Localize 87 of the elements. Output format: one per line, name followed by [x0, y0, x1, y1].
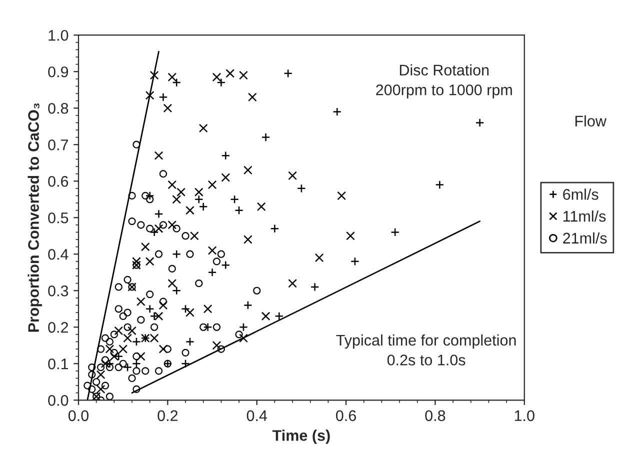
point [154, 312, 164, 321]
point [154, 224, 164, 233]
point [208, 180, 217, 190]
legend-label: 6ml/s [563, 188, 598, 200]
point [150, 70, 159, 80]
point [230, 194, 239, 204]
x-tick-label: 0.6 [336, 410, 356, 422]
y-tick-label: 0.0 [48, 395, 68, 406]
point [145, 90, 154, 100]
point [92, 392, 101, 400]
point [198, 124, 208, 133]
y-tick-label: 0.4 [48, 248, 68, 260]
point [176, 188, 186, 196]
point [297, 184, 306, 193]
point [172, 194, 182, 204]
point [172, 250, 182, 259]
y-tick-label: 0.2 [48, 322, 68, 333]
point [248, 92, 257, 102]
point [132, 256, 141, 266]
legend-label: 11ml/s [563, 210, 606, 222]
point [186, 308, 194, 317]
point [163, 104, 172, 113]
point [288, 171, 297, 180]
y-tick-label: 0.9 [48, 66, 68, 78]
x-tick-label: 0.4 [246, 410, 268, 422]
y-tick-label: 0.5 [48, 212, 68, 224]
point [208, 246, 217, 255]
x-tick-label: 0.8 [425, 410, 446, 422]
point [350, 256, 360, 266]
point [239, 334, 248, 343]
x-tick-label: 1.0 [514, 410, 534, 422]
y-tick-label: 0.8 [48, 102, 68, 114]
annotation: Disc Rotation 200rpm to 1000 rpm [376, 64, 512, 98]
point [145, 256, 154, 266]
point [244, 166, 252, 175]
point [158, 344, 168, 354]
y-tick-label: 0.1 [48, 358, 68, 370]
point [284, 69, 292, 78]
point [96, 370, 106, 380]
x-axis-title: Time (s) [272, 430, 330, 444]
y-tick-label: 1.0 [48, 30, 68, 41]
point [128, 326, 136, 336]
point [239, 322, 248, 332]
point [337, 191, 346, 200]
point [136, 297, 146, 306]
legend-title: Flow [575, 115, 606, 127]
point [181, 304, 190, 314]
point [168, 180, 177, 190]
point [190, 231, 199, 240]
point [310, 282, 320, 292]
point [390, 228, 400, 237]
point [194, 188, 204, 196]
point [234, 206, 244, 215]
point [154, 210, 164, 218]
y-tick-label: 0.7 [48, 139, 68, 150]
y-tick-label: 0.6 [48, 176, 68, 187]
y-axis-title: Proportion Converted to CaCO₃ [28, 103, 42, 332]
point [114, 326, 124, 336]
x-tick-label: 0.2 [158, 410, 178, 422]
point [105, 344, 114, 354]
point [314, 253, 324, 262]
point [186, 206, 194, 215]
point [244, 235, 252, 244]
point [140, 242, 150, 252]
point [96, 384, 106, 394]
point [256, 202, 266, 212]
point [158, 300, 168, 310]
point [239, 70, 248, 80]
point [168, 220, 177, 230]
point [194, 194, 204, 204]
point [226, 69, 235, 78]
point [244, 300, 252, 310]
point [221, 173, 230, 182]
point [288, 278, 297, 288]
x-tick-label: 0.0 [68, 410, 89, 422]
point [128, 282, 136, 292]
point [203, 304, 212, 314]
point [123, 362, 132, 372]
annotation: Typical time for completion 0.2s to 1.0s [336, 334, 516, 366]
point [212, 340, 222, 350]
point [346, 231, 355, 240]
point [154, 151, 164, 160]
point [186, 337, 194, 346]
legend-label: 21ml/s [563, 232, 607, 244]
point [261, 312, 270, 321]
y-tick-label: 0.3 [48, 285, 68, 296]
point [100, 359, 110, 368]
